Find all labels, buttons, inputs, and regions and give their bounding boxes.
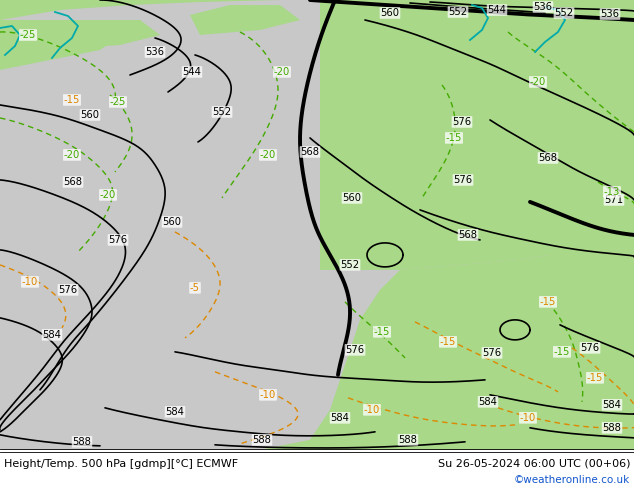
Text: 588: 588: [399, 435, 417, 445]
Text: 544: 544: [488, 5, 507, 15]
Text: -10: -10: [364, 405, 380, 415]
Text: 552: 552: [555, 8, 574, 18]
Text: -25: -25: [20, 30, 36, 40]
Text: 576: 576: [108, 235, 127, 245]
Text: -15: -15: [554, 347, 570, 357]
Text: -15: -15: [587, 373, 603, 383]
Polygon shape: [0, 20, 130, 70]
Text: 536: 536: [533, 2, 552, 12]
Text: 576: 576: [453, 175, 472, 185]
Polygon shape: [50, 20, 160, 50]
Text: Su 26-05-2024 06:00 UTC (00+06): Su 26-05-2024 06:00 UTC (00+06): [437, 459, 630, 469]
Text: 568: 568: [63, 177, 82, 187]
Text: 560: 560: [81, 110, 100, 120]
Text: 584: 584: [330, 413, 349, 423]
Text: -15: -15: [64, 95, 80, 105]
Text: 588: 588: [252, 435, 271, 445]
Text: 576: 576: [346, 345, 365, 355]
Text: 560: 560: [162, 217, 181, 227]
Text: 568: 568: [538, 153, 557, 163]
Text: -15: -15: [440, 337, 456, 347]
Text: 576: 576: [58, 285, 77, 295]
Text: ©weatheronline.co.uk: ©weatheronline.co.uk: [514, 475, 630, 485]
Polygon shape: [190, 5, 300, 35]
Polygon shape: [460, 90, 634, 255]
Text: -10: -10: [260, 390, 276, 400]
Text: 536: 536: [600, 9, 619, 19]
Text: -20: -20: [260, 150, 276, 160]
Text: 584: 584: [165, 407, 184, 417]
Polygon shape: [320, 0, 634, 270]
Text: 568: 568: [301, 147, 320, 157]
Text: 544: 544: [183, 67, 202, 77]
Text: -20: -20: [64, 150, 80, 160]
Text: 588: 588: [602, 423, 621, 433]
Text: -15: -15: [446, 133, 462, 143]
Text: -5: -5: [190, 283, 200, 293]
Text: 560: 560: [380, 8, 399, 18]
Polygon shape: [0, 0, 634, 20]
Text: -20: -20: [100, 190, 116, 200]
Text: -13: -13: [604, 187, 620, 197]
Text: 552: 552: [212, 107, 231, 117]
Text: 576: 576: [453, 117, 472, 127]
Text: -10: -10: [22, 277, 38, 287]
Text: Height/Temp. 500 hPa [gdmp][°C] ECMWF: Height/Temp. 500 hPa [gdmp][°C] ECMWF: [4, 459, 238, 469]
Text: -25: -25: [110, 97, 126, 107]
Text: -20: -20: [530, 77, 546, 87]
Text: 588: 588: [72, 437, 91, 447]
Text: 576: 576: [482, 348, 501, 358]
Text: 584: 584: [479, 397, 498, 407]
Text: -15: -15: [374, 327, 390, 337]
Text: -10: -10: [520, 413, 536, 423]
Text: -15: -15: [540, 297, 556, 307]
Text: 584: 584: [602, 400, 621, 410]
Text: 576: 576: [581, 343, 600, 353]
Text: 552: 552: [340, 260, 359, 270]
Text: 552: 552: [448, 7, 467, 17]
Text: 571: 571: [604, 195, 624, 205]
Text: 536: 536: [145, 47, 164, 57]
Text: 560: 560: [342, 193, 361, 203]
Polygon shape: [160, 240, 634, 450]
Text: -20: -20: [274, 67, 290, 77]
Text: 584: 584: [42, 330, 61, 340]
Polygon shape: [370, 110, 480, 160]
Text: 568: 568: [458, 230, 477, 240]
